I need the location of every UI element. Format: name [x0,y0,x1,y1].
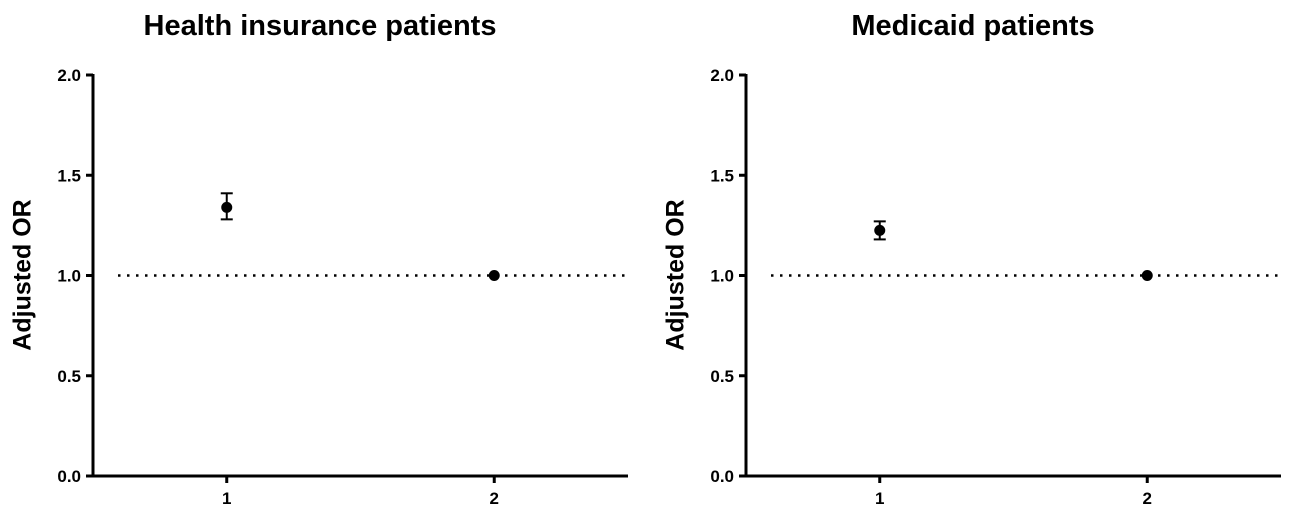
plot-area: 0.0 0.5 1.0 1.5 2.0 1 2 [57,66,628,506]
data-point [874,224,886,236]
data-point [221,201,233,213]
y-tick-label: 0.0 [710,467,734,486]
y-tick-label: 1.5 [710,166,734,185]
x-tick-label: 1 [222,489,231,506]
plot-area: 0.0 0.5 1.0 1.5 2.0 1 2 [710,66,1281,506]
data-point [1141,270,1153,281]
y-tick-label: 2.0 [710,66,734,85]
x-tick-label: 2 [1143,489,1152,506]
chart-title: Health insurance patients [143,10,497,42]
y-tick-label: 0.0 [57,467,81,486]
x-tick-label: 2 [490,489,499,506]
data-point [488,270,500,281]
y-tick-label: 1.0 [710,267,734,286]
y-tick-label: 0.5 [57,367,81,386]
y-tick-label: 2.0 [57,66,81,85]
y-tick-label: 1.5 [57,166,81,185]
chart-panel-medicaid: Medicaid patients Adjusted OR 0.0 0.5 1.0 1… [653,0,1293,506]
x-tick-label: 1 [875,489,884,506]
chart-title: Medicaid patients [851,10,1095,42]
y-tick-label: 1.0 [57,267,81,286]
y-tick-label: 0.5 [710,367,734,386]
chart-panel-health-insurance: Health insurance patients Adjusted OR 0.… [0,0,640,506]
